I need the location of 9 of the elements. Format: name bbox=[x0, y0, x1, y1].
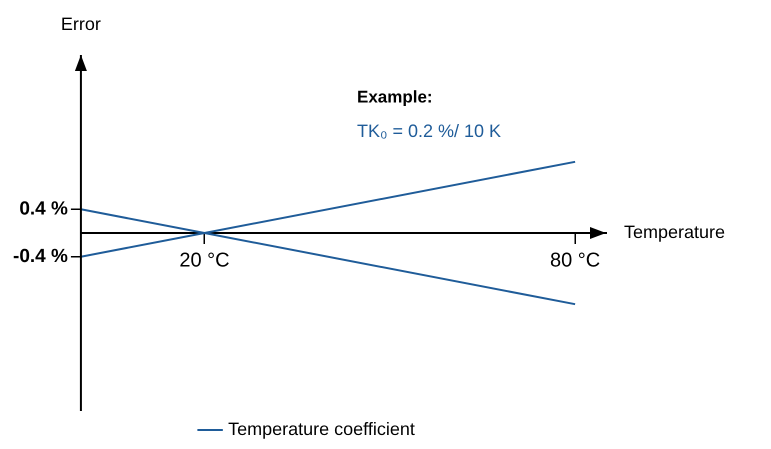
y-tick-label: 0.4 % bbox=[19, 198, 68, 220]
y-tick-label: -0.4 % bbox=[12, 246, 68, 267]
x-axis-title: Temperature bbox=[624, 222, 726, 242]
x-tick-label: 80 °C bbox=[550, 250, 600, 272]
annotation: TK₀ = 0.2 %/ 10 K bbox=[357, 120, 502, 141]
y-axis-title: Error bbox=[60, 14, 101, 34]
x-tick-label: 20 °C bbox=[179, 250, 230, 272]
legend-label: Temperature coefficient bbox=[228, 418, 415, 439]
annotation: Example: bbox=[357, 88, 433, 107]
